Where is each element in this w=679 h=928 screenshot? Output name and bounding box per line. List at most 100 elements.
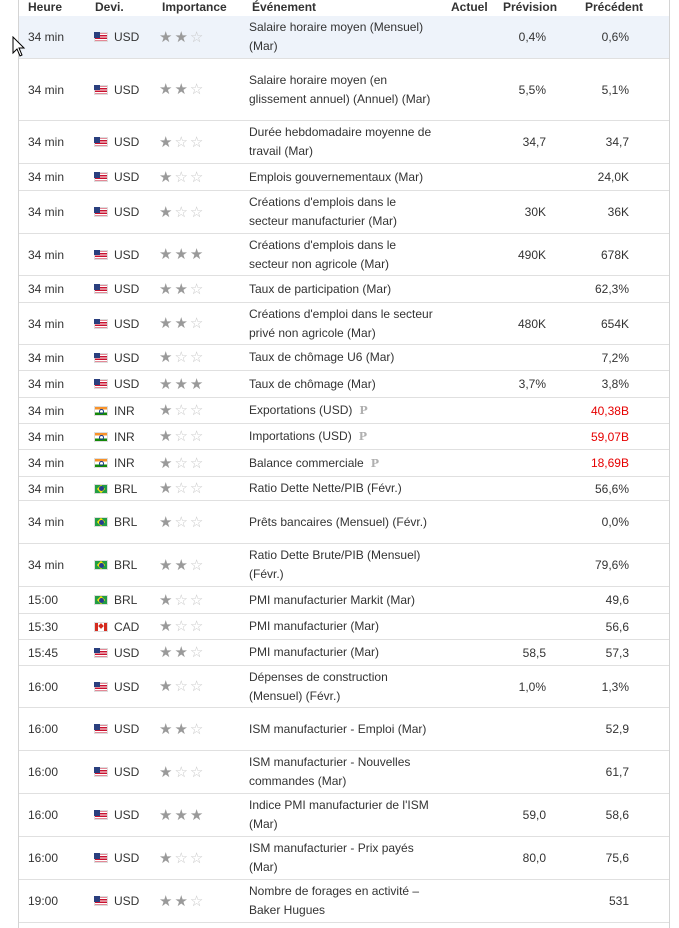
event-cell[interactable]: Créations d'emploi dans le secteur privé… [249,303,434,344]
event-cell[interactable]: Créations d'emplois dans le secteur manu… [249,191,434,233]
event-cell[interactable]: Taux de participation (Mar) [249,276,434,302]
event-cell[interactable]: Ratio Dette Brute/PIB (Mensuel) (Févr.) [249,544,434,586]
header-event[interactable]: Événement [252,0,317,14]
header-previous[interactable]: Précédent [585,0,644,14]
event-cell[interactable]: Salaire horaire moyen (Mensuel) (Mar) [249,16,434,58]
event-link[interactable]: PMI manufacturier (Mar) [249,619,380,633]
event-link[interactable]: Taux de participation (Mar) [249,281,392,296]
event-cell[interactable]: Dépenses de construction (Mensuel) (Févr… [249,666,434,707]
header-importance[interactable]: Importance [162,0,227,14]
event-cell[interactable]: Indice PMI manufacturier de l'ISM (Mar) [249,794,434,836]
table-row[interactable]: 34 min USD ★★☆ Salaire horaire moyen (Mensu… [19,16,669,59]
header-currency[interactable]: Devi. [95,0,124,14]
table-row[interactable]: 34 min INR ★☆☆ Balance commerciale P 18,69B [19,450,669,477]
event-cell[interactable]: ISM manufacturier - Emploi (Mar) [249,708,434,750]
table-row[interactable]: 34 min INR ★☆☆ Importations (USD) P 59,07B [19,424,669,450]
event-link[interactable]: Indice PMI manufacturier de l'ISM (Mar) [249,798,429,831]
table-row[interactable]: 34 min USD ★★★ Créations d'emplois dans le … [19,234,669,276]
currency-cell: USD [94,666,154,707]
event-link[interactable]: ISM manufacturier - Prix payés (Mar) [249,841,414,874]
time-cell: 15:30 [28,619,59,634]
event-cell[interactable]: Balance commerciale P [249,450,434,476]
table-row[interactable]: 16:00 USD ★★☆ ISM manufacturier - Emploi (M… [19,708,669,751]
star-empty-icon: ☆ [174,849,190,867]
table-row[interactable]: 15:30 CAD ★☆☆ PMI manufacturier (Mar) 56,6 [19,614,669,640]
table-row[interactable]: 34 min INR ★☆☆ Exportations (USD) P 40,38B [19,398,669,424]
previous-cell: 75,6 [605,851,629,865]
table-row[interactable]: 16:00 USD ★☆☆ ISM manufacturier - Prix payé… [19,837,669,880]
header-forecast[interactable]: Prévision [503,0,558,14]
event-link[interactable]: Créations d'emplois dans le secteur non … [249,237,397,271]
event-cell[interactable]: Exportations (USD) P [249,398,434,423]
table-row[interactable]: 15:45 USD ★★☆ PMI manufacturier (Mar) 58,5 57… [19,640,669,666]
event-link[interactable]: Salaire horaire moyen (Mensuel) (Mar) [249,20,424,53]
importance-stars: ★★☆ [159,880,219,922]
event-link[interactable]: PMI manufacturier Markit (Mar) [249,592,416,607]
event-link[interactable]: Dépenses de construction (Mensuel) (Févr… [249,669,388,703]
importance-stars: ★★☆ [159,59,219,120]
event-link[interactable]: Ratio Dette Brute/PIB (Mensuel) (Févr.) [249,548,421,581]
preliminary-icon: P [358,430,367,443]
flag-br-icon [94,560,108,570]
event-cell[interactable]: Salaire horaire moyen (en glissement ann… [249,59,434,120]
event-cell[interactable]: ISM manufacturier - Prix payés (Mar) [249,837,434,879]
event-cell[interactable]: PMI manufacturier (Mar) [249,614,434,639]
table-row[interactable]: 34 min USD ★★☆ Taux de participation (Mar) 6… [19,276,669,303]
event-link[interactable]: Nombre de forages en activité – Baker Hu… [249,884,420,917]
event-cell[interactable]: Ratio Dette Nette/PIB (Févr.) [249,477,434,500]
table-row[interactable]: 34 min USD ★★★ Taux de chômage (Mar) 3,7% 3,8… [19,371,669,398]
event-cell[interactable]: Importations (USD) P [249,424,434,449]
event-cell[interactable]: Emplois gouvernementaux (Mar) [249,164,434,190]
table-row[interactable]: 34 min USD ★☆☆ Emplois gouvernementaux (Mar… [19,164,669,191]
event-link[interactable]: Ratio Dette Nette/PIB (Févr.) [249,481,402,495]
previous-cell: 36K [607,205,629,219]
star-filled-icon: ★ [159,513,175,531]
event-cell[interactable]: Taux de chômage U6 (Mar) [249,345,434,370]
table-row[interactable]: 19:00 USD ★★☆ Nombre de forages en activité… [19,880,669,923]
table-row[interactable]: 16:00 USD ★☆☆ ISM manufacturier - Nouvelles… [19,751,669,794]
actual-cell [439,640,489,665]
forecast-cell [489,587,546,613]
header-time[interactable]: Heure [28,0,63,14]
event-link[interactable]: PMI manufacturier (Mar) [249,645,380,659]
event-cell[interactable]: Créations d'emplois dans le secteur non … [249,234,434,275]
table-row[interactable]: 34 min USD ★★☆ Salaire horaire moyen (en gl… [19,59,669,121]
event-link[interactable]: Durée hebdomadaire moyenne de travail (M… [249,125,432,158]
event-link[interactable]: Importations (USD) [249,429,352,443]
previous-cell: 52,9 [605,722,629,736]
event-cell[interactable]: Prêts bancaires (Mensuel) (Févr.) [249,501,434,543]
header-actual[interactable]: Actuel [451,0,488,14]
event-cell[interactable]: Durée hebdomadaire moyenne de travail (M… [249,121,434,163]
table-row[interactable]: 34 min USD ★★☆ Créations d'emploi dans le s… [19,303,669,345]
table-row[interactable]: 34 min USD ★☆☆ Durée hebdomadaire moyenne d… [19,121,669,164]
actual-cell [439,544,489,586]
table-row[interactable]: 34 min BRL ★☆☆ Ratio Dette Nette/PIB (Févr.… [19,477,669,501]
event-link[interactable]: Taux de chômage (Mar) [249,376,376,391]
table-row[interactable]: 15:00 BRL ★☆☆ PMI manufacturier Markit (Mar… [19,587,669,614]
time-cell: 34 min [28,316,65,331]
event-cell[interactable]: ISM manufacturier - Nouvelles commandes … [249,751,434,793]
event-link[interactable]: Exportations (USD) [249,403,353,417]
event-link[interactable]: ISM manufacturier - Emploi (Mar) [249,721,427,736]
event-link[interactable]: Emplois gouvernementaux (Mar) [249,169,424,184]
event-cell[interactable]: PMI manufacturier Markit (Mar) [249,587,434,613]
event-link[interactable]: Salaire horaire moyen (en glissement ann… [249,72,431,106]
table-row[interactable]: 16:00 USD ★☆☆ Dépenses de construction (Men… [19,666,669,708]
table-row[interactable]: 16:00 USD ★★★ Indice PMI manufacturier de l… [19,794,669,837]
event-link[interactable]: Taux de chômage U6 (Mar) [249,350,395,364]
event-link[interactable]: Balance commerciale [249,455,364,470]
event-cell[interactable]: Taux de chômage (Mar) [249,371,434,397]
star-empty-icon: ☆ [189,763,206,781]
forecast-cell: 3,7% [518,377,546,391]
table-row[interactable]: 34 min USD ★☆☆ Taux de chômage U6 (Mar) 7,2% [19,345,669,371]
time-cell: 34 min [28,456,65,470]
event-link[interactable]: Créations d'emploi dans le secteur privé… [249,306,433,340]
table-row[interactable]: 34 min BRL ★☆☆ Prêts bancaires (Mensuel) (F… [19,501,669,544]
event-cell[interactable]: PMI manufacturier (Mar) [249,640,434,665]
table-row[interactable]: 34 min USD ★☆☆ Créations d'emplois dans le … [19,191,669,234]
table-row[interactable]: 34 min BRL ★★☆ Ratio Dette Brute/PIB (Mensu… [19,544,669,587]
event-cell[interactable]: Nombre de forages en activité – Baker Hu… [249,880,434,922]
event-link[interactable]: Créations d'emplois dans le secteur manu… [249,195,398,228]
event-link[interactable]: ISM manufacturier - Nouvelles commandes … [249,755,411,788]
event-link[interactable]: Prêts bancaires (Mensuel) (Févr.) [249,514,428,529]
